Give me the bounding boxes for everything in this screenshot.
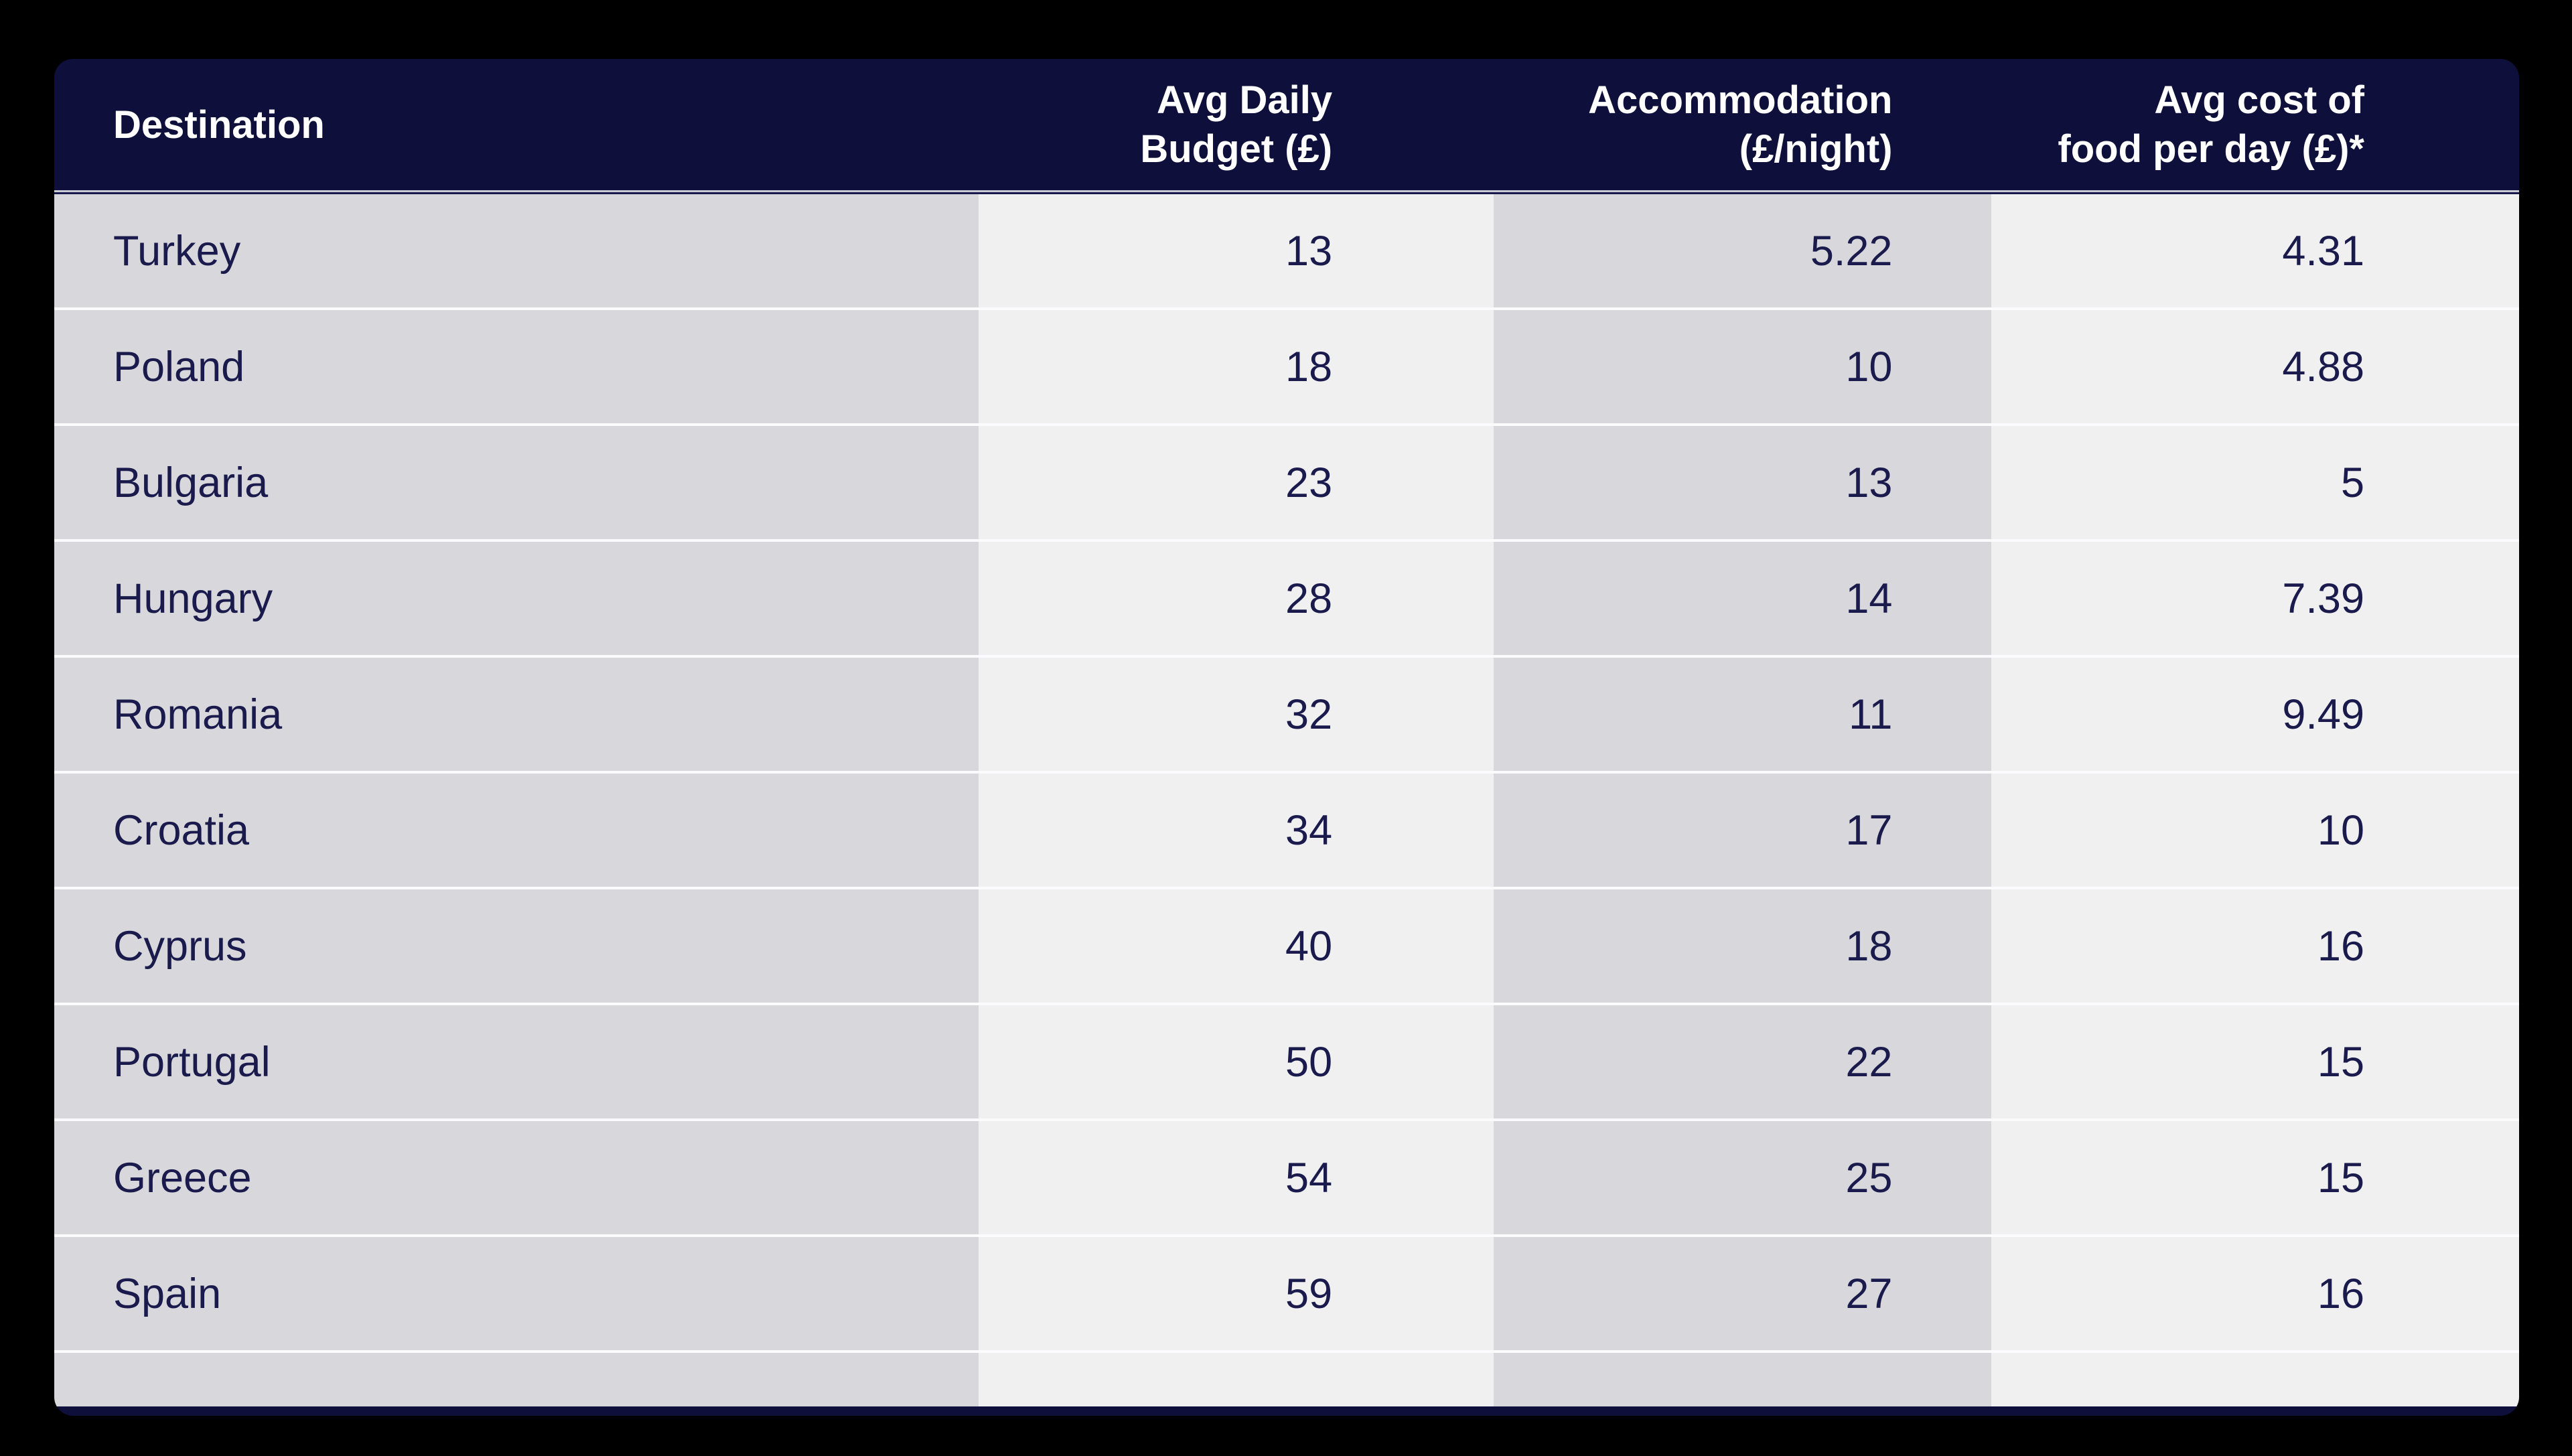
destination-cell: [54, 1353, 979, 1406]
header-cell-food-per-day: Avg cost of food per day (£)*: [1991, 59, 2519, 190]
table-row-croatia: Croatia 34 17 10: [54, 771, 2519, 887]
food-cell: 16: [1991, 889, 2519, 1003]
table-row-empty: [54, 1350, 2519, 1406]
accommodation-cell: [1494, 1353, 1992, 1406]
header-label-destination: Destination: [113, 102, 325, 147]
header-label-accommodation: Accommodation (£/night): [1588, 78, 1893, 171]
food-cell: [1991, 1353, 2519, 1406]
budget-cell: 40: [979, 889, 1494, 1003]
food-cell: 9.49: [1991, 658, 2519, 771]
accommodation-cell: 11: [1494, 658, 1992, 771]
table-row-portugal: Portugal 50 22 15: [54, 1003, 2519, 1118]
destination-cell: Croatia: [54, 774, 979, 887]
food-cell: 7.39: [1991, 542, 2519, 655]
budget-cell: [979, 1353, 1494, 1406]
budget-cell: 50: [979, 1005, 1494, 1118]
accommodation-cell: 10: [1494, 310, 1992, 423]
accommodation-cell: 22: [1494, 1005, 1992, 1118]
destination-cell: Greece: [54, 1121, 979, 1234]
food-cell: 4.88: [1991, 310, 2519, 423]
table-row-hungary: Hungary 28 14 7.39: [54, 539, 2519, 655]
accommodation-cell: 17: [1494, 774, 1992, 887]
accommodation-cell: 14: [1494, 542, 1992, 655]
header-label-food-per-day: Avg cost of food per day (£)*: [2058, 78, 2364, 171]
table-row-bulgaria: Bulgaria 23 13 5: [54, 423, 2519, 539]
destination-cell: Portugal: [54, 1005, 979, 1118]
destination-cell: Poland: [54, 310, 979, 423]
table-body: Turkey 13 5.22 4.31 Poland 18 10 4.88 Bu…: [54, 194, 2519, 1416]
budget-cell: 13: [979, 194, 1494, 307]
budget-cell: 28: [979, 542, 1494, 655]
travel-budget-table: Destination Avg Daily Budget (£) Accommod…: [54, 59, 2519, 1416]
food-cell: 15: [1991, 1005, 2519, 1118]
header-cell-accommodation: Accommodation (£/night): [1494, 59, 1991, 190]
budget-cell: 18: [979, 310, 1494, 423]
header-cell-destination: Destination: [54, 59, 979, 190]
budget-cell: 32: [979, 658, 1494, 771]
destination-cell: Turkey: [54, 194, 979, 307]
food-cell: 10: [1991, 774, 2519, 887]
food-cell: 15: [1991, 1121, 2519, 1234]
destination-cell: Bulgaria: [54, 426, 979, 539]
header-separator-navy: [54, 192, 2519, 194]
destination-cell: Cyprus: [54, 889, 979, 1003]
accommodation-cell: 25: [1494, 1121, 1992, 1234]
budget-cell: 59: [979, 1237, 1494, 1350]
budget-cell: 23: [979, 426, 1494, 539]
food-cell: 4.31: [1991, 194, 2519, 307]
table-header-row: Destination Avg Daily Budget (£) Accommod…: [54, 59, 2519, 190]
destination-cell: Hungary: [54, 542, 979, 655]
table-row-poland: Poland 18 10 4.88: [54, 307, 2519, 423]
header-label-avg-daily-budget: Avg Daily Budget (£): [1140, 78, 1333, 171]
header-separator-light: [54, 190, 2519, 192]
table-row-cyprus: Cyprus 40 18 16: [54, 887, 2519, 1003]
food-cell: 16: [1991, 1237, 2519, 1350]
accommodation-cell: 18: [1494, 889, 1992, 1003]
budget-cell: 54: [979, 1121, 1494, 1234]
table-row-greece: Greece 54 25 15: [54, 1118, 2519, 1234]
destination-cell: Spain: [54, 1237, 979, 1350]
table-row-spain: Spain 59 27 16: [54, 1234, 2519, 1350]
destination-cell: Romania: [54, 658, 979, 771]
food-cell: 5: [1991, 426, 2519, 539]
accommodation-cell: 27: [1494, 1237, 1992, 1350]
budget-cell: 34: [979, 774, 1494, 887]
accommodation-cell: 13: [1494, 426, 1992, 539]
header-cell-avg-daily-budget: Avg Daily Budget (£): [979, 59, 1494, 190]
table-row-turkey: Turkey 13 5.22 4.31: [54, 194, 2519, 307]
accommodation-cell: 5.22: [1494, 194, 1992, 307]
table-row-romania: Romania 32 11 9.49: [54, 655, 2519, 771]
table-footer-bar: [54, 1406, 2519, 1416]
